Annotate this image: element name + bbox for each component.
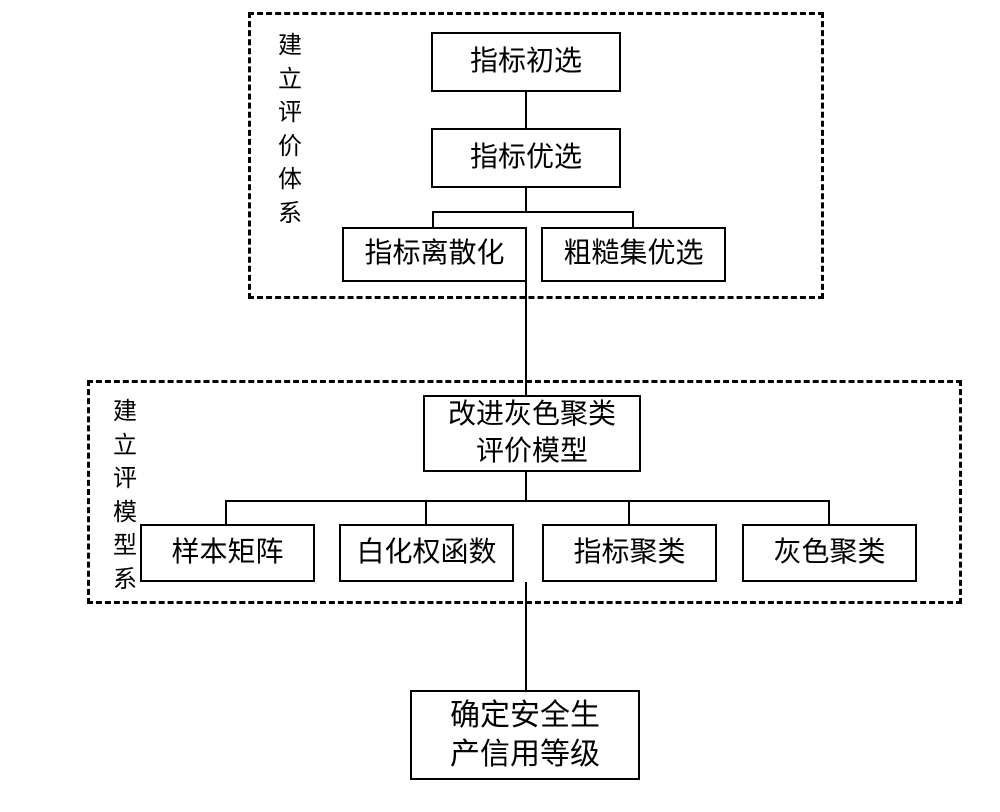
node-label: 指标初选 [470,44,582,80]
node-rough-set-optimization: 粗糙集优选 [541,227,726,282]
connector [225,500,830,502]
group-label-top: 建立评价体系 [278,30,302,232]
connector [828,500,830,524]
connector [632,211,634,227]
node-improved-grey-clustering-model: 改进灰色聚类评价模型 [423,395,641,472]
node-label: 粗糙集优选 [563,236,703,272]
node-indicator-clustering: 指标聚类 [542,524,717,582]
node-label: 指标聚类 [573,535,685,571]
connector [525,188,527,212]
connector [432,211,634,213]
node-indicator-primary-selection: 指标初选 [431,32,621,92]
connector [628,500,630,524]
node-label: 灰色聚类 [773,535,885,571]
node-label: 确定安全生产信用等级 [450,696,600,774]
node-label: 样本矩阵 [171,535,283,571]
connector [432,211,434,227]
node-label: 指标优选 [470,140,582,176]
node-determine-safety-credit-grade: 确定安全生产信用等级 [410,690,640,780]
node-indicator-discretization: 指标离散化 [342,227,527,282]
node-sample-matrix: 样本矩阵 [140,524,315,582]
connector [525,92,527,128]
connector [525,472,527,502]
node-indicator-optimization: 指标优选 [431,128,621,188]
node-whitening-weight-function: 白化权函数 [339,524,514,582]
connector [225,500,227,524]
node-label: 指标离散化 [364,236,504,272]
group-label-bottom: 建立评模型系 [113,396,137,598]
connector [525,582,527,690]
node-grey-clustering: 灰色聚类 [742,524,917,582]
connector [425,500,427,524]
connector [525,282,527,395]
node-label: 改进灰色聚类评价模型 [448,397,616,470]
node-label: 白化权函数 [356,535,496,571]
